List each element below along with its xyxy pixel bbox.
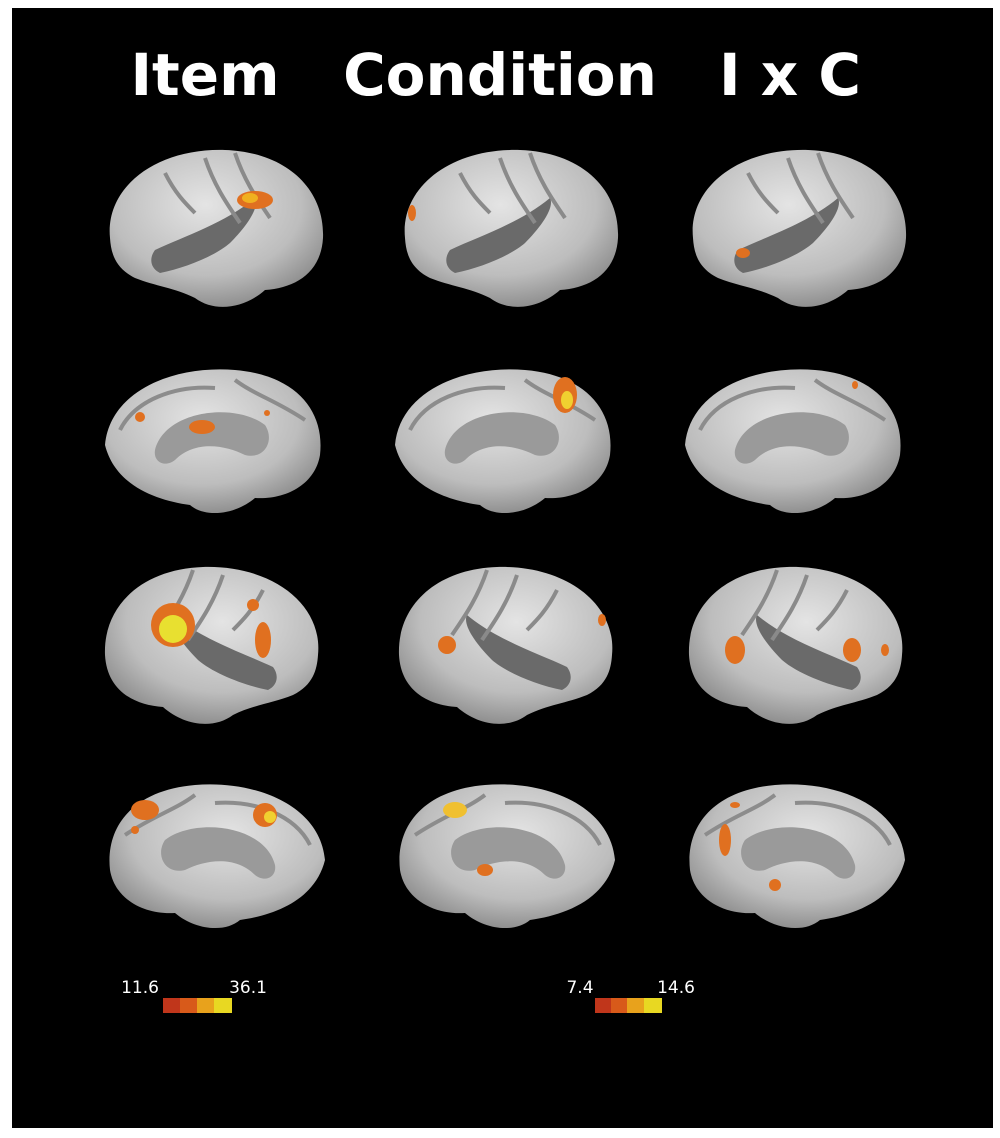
colorbar: 11.6 36.1 <box>121 978 267 1013</box>
colorbar-min: 11.6 <box>121 978 159 998</box>
column-title: Item <box>130 41 279 109</box>
colorbar-max: 14.6 <box>657 978 695 998</box>
colorbar-min: 7.4 <box>566 978 593 998</box>
colorbar-max: 36.1 <box>229 978 267 998</box>
colorbar: 7.4 14.6 <box>566 978 695 1013</box>
column-title: Condition <box>343 41 657 109</box>
brain-panels <box>102 147 909 931</box>
column-title: I x C <box>719 41 861 109</box>
